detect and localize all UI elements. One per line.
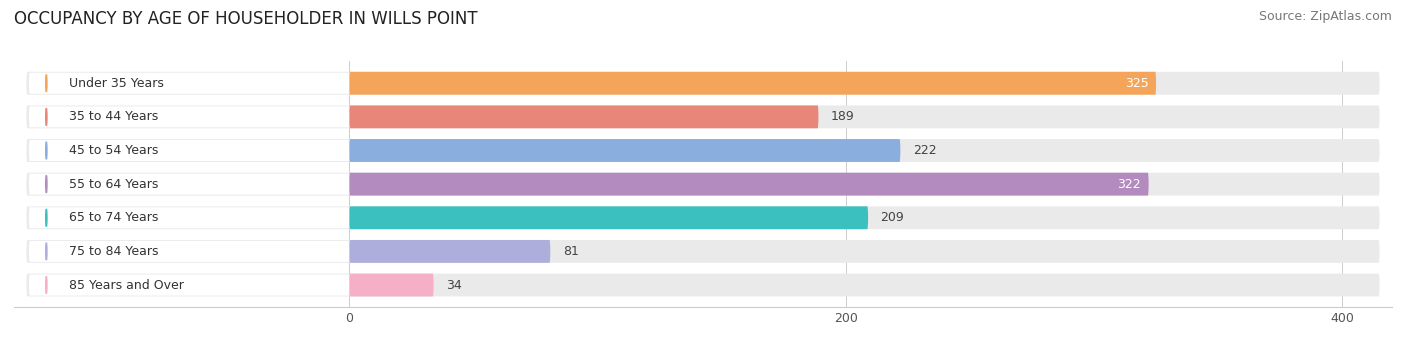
FancyBboxPatch shape [27,72,1379,95]
Text: 222: 222 [912,144,936,157]
Text: 209: 209 [880,211,904,224]
Text: 189: 189 [831,110,855,123]
FancyBboxPatch shape [30,174,349,195]
Text: 85 Years and Over: 85 Years and Over [69,279,184,292]
Text: Under 35 Years: Under 35 Years [69,77,163,90]
FancyBboxPatch shape [27,240,1379,263]
FancyBboxPatch shape [30,275,349,296]
FancyBboxPatch shape [349,206,868,229]
FancyBboxPatch shape [27,173,1379,196]
Text: 325: 325 [1125,77,1149,90]
FancyBboxPatch shape [30,241,349,262]
Text: 65 to 74 Years: 65 to 74 Years [69,211,157,224]
Text: Source: ZipAtlas.com: Source: ZipAtlas.com [1258,10,1392,23]
FancyBboxPatch shape [30,106,349,128]
FancyBboxPatch shape [30,207,349,228]
Text: 322: 322 [1118,178,1142,191]
FancyBboxPatch shape [349,273,433,296]
Text: 55 to 64 Years: 55 to 64 Years [69,178,157,191]
Text: OCCUPANCY BY AGE OF HOUSEHOLDER IN WILLS POINT: OCCUPANCY BY AGE OF HOUSEHOLDER IN WILLS… [14,10,478,28]
FancyBboxPatch shape [349,72,1156,95]
FancyBboxPatch shape [30,140,349,161]
FancyBboxPatch shape [30,73,349,94]
FancyBboxPatch shape [349,105,818,128]
FancyBboxPatch shape [27,206,1379,229]
FancyBboxPatch shape [349,240,550,263]
FancyBboxPatch shape [27,273,1379,296]
FancyBboxPatch shape [27,139,1379,162]
FancyBboxPatch shape [27,105,1379,128]
FancyBboxPatch shape [349,139,900,162]
Text: 81: 81 [562,245,579,258]
Text: 75 to 84 Years: 75 to 84 Years [69,245,159,258]
Text: 45 to 54 Years: 45 to 54 Years [69,144,157,157]
Text: 35 to 44 Years: 35 to 44 Years [69,110,157,123]
FancyBboxPatch shape [349,173,1149,196]
Text: 34: 34 [446,279,461,292]
